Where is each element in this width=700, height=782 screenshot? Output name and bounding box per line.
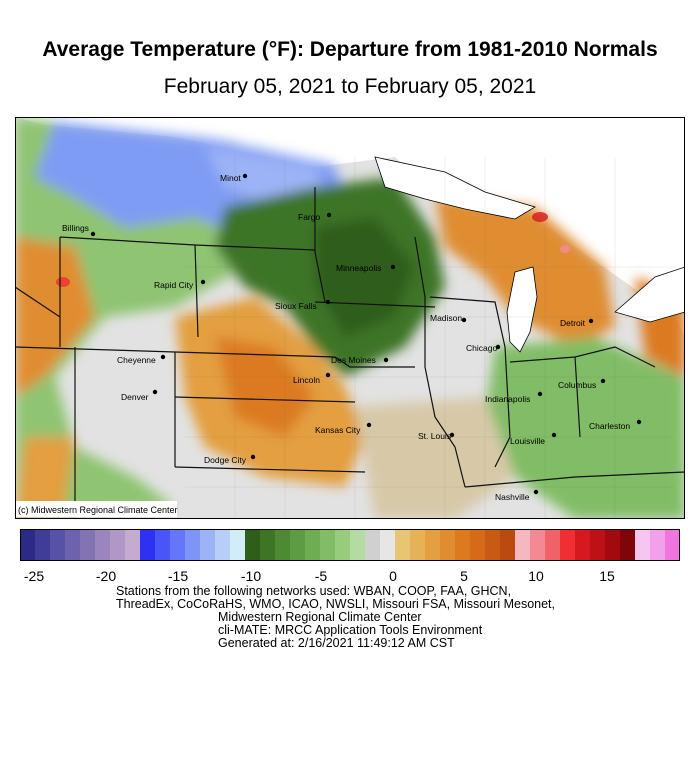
stations-line-2: ThreadEx, CoCoRaHS, WMO, ICAO, NWSLI, Mi… xyxy=(116,597,555,611)
temperature-departure-map: Minot Fargo Billings Minneapolis Rapid C… xyxy=(15,117,685,519)
legend-swatch xyxy=(110,529,126,561)
legend-swatch xyxy=(290,529,306,561)
legend-swatch xyxy=(155,529,171,561)
legend-swatch xyxy=(260,529,276,561)
legend-swatch xyxy=(575,529,591,561)
legend-swatch xyxy=(605,529,621,561)
legend-swatch xyxy=(305,529,321,561)
legend-swatch xyxy=(455,529,471,561)
legend-swatch xyxy=(230,529,246,561)
legend-tick-label: 10 xyxy=(528,568,544,584)
city-label: Rapid City xyxy=(154,280,194,290)
city-label: Kansas City xyxy=(315,425,361,435)
legend-tick-label: -25 xyxy=(23,568,45,584)
legend-swatch xyxy=(410,529,426,561)
city-label: Dodge City xyxy=(204,455,247,465)
map-credit: (c) Midwestern Regional Climate Center xyxy=(18,505,178,515)
legend-swatch xyxy=(200,529,216,561)
city-label: Nashville xyxy=(495,492,530,502)
legend-swatch xyxy=(140,529,156,561)
legend-swatch xyxy=(50,529,66,561)
legend-swatch xyxy=(35,529,51,561)
legend-swatch xyxy=(80,529,96,561)
city-label: Chicago xyxy=(466,343,497,353)
legend-swatch xyxy=(185,529,201,561)
legend-swatch xyxy=(620,529,636,561)
footer-notes: Stations from the following networks use… xyxy=(116,585,596,650)
legend-swatch xyxy=(65,529,81,561)
city-label: Madison xyxy=(430,313,462,323)
legend-swatch xyxy=(650,529,666,561)
legend-tick-label: 15 xyxy=(599,568,615,584)
legend-swatch xyxy=(665,529,680,561)
legend-tick-label: -5 xyxy=(314,568,328,584)
city-label: Detroit xyxy=(560,318,586,328)
city-label: St. Louis xyxy=(418,431,451,441)
legend-tick-label: -10 xyxy=(240,568,262,584)
legend-swatch xyxy=(545,529,561,561)
legend-swatch xyxy=(335,529,351,561)
legend-swatch xyxy=(395,529,411,561)
legend-swatch xyxy=(470,529,486,561)
legend-swatch xyxy=(500,529,516,561)
city-label: Billings xyxy=(62,223,89,233)
legend-swatch xyxy=(485,529,501,561)
stations-line-1: Stations from the following networks use… xyxy=(116,584,512,598)
city-label: Louisville xyxy=(510,436,545,446)
legend-swatch xyxy=(635,529,651,561)
city-label: Minot xyxy=(220,173,241,183)
city-label: Des Moines xyxy=(331,355,376,365)
legend-swatch xyxy=(590,529,606,561)
legend-swatch xyxy=(320,529,336,561)
legend-swatch xyxy=(125,529,141,561)
date-range-subtitle: February 05, 2021 to February 05, 2021 xyxy=(163,75,537,98)
city-label: Sioux Falls xyxy=(275,301,317,311)
legend-swatch xyxy=(380,529,396,561)
legend-swatch xyxy=(350,529,366,561)
legend-swatch xyxy=(365,529,381,561)
legend-swatch xyxy=(560,529,576,561)
legend-swatch xyxy=(245,529,261,561)
city-label: Lincoln xyxy=(293,375,320,385)
legend-swatch xyxy=(515,529,531,561)
legend-swatch xyxy=(440,529,456,561)
legend-swatch xyxy=(275,529,291,561)
legend-swatch xyxy=(95,529,111,561)
city-label: Minneapolis xyxy=(336,263,381,273)
legend-tick-label: 0 xyxy=(389,568,397,584)
legend-swatch xyxy=(425,529,441,561)
city-label: Cheyenne xyxy=(117,355,156,365)
color-legend xyxy=(20,529,680,561)
legend-swatch xyxy=(215,529,231,561)
city-label: Columbus xyxy=(558,380,596,390)
legend-tick-label: -15 xyxy=(167,568,189,584)
mrcc-line: Midwestern Regional Climate Center xyxy=(218,610,422,624)
legend-swatch xyxy=(530,529,546,561)
map-title: Average Temperature (°F): Departure from… xyxy=(42,38,658,61)
temperature-field xyxy=(15,117,685,519)
legend-swatch xyxy=(20,529,36,561)
legend-tick-labels: -25 -20 -15 -10 -5 0 5 10 15 xyxy=(0,568,700,586)
legend-swatch xyxy=(170,529,186,561)
city-label: Denver xyxy=(121,392,149,402)
climate-tool-line: cli-MATE: MRCC Application Tools Environ… xyxy=(218,623,483,637)
legend-tick-label: 5 xyxy=(460,568,468,584)
city-label: Indianapolis xyxy=(485,394,530,404)
city-label: Charleston xyxy=(589,421,630,431)
city-label: Fargo xyxy=(298,212,320,222)
legend-tick-label: -20 xyxy=(95,568,117,584)
generated-at-line: Generated at: 2/16/2021 11:49:12 AM CST xyxy=(218,636,455,650)
